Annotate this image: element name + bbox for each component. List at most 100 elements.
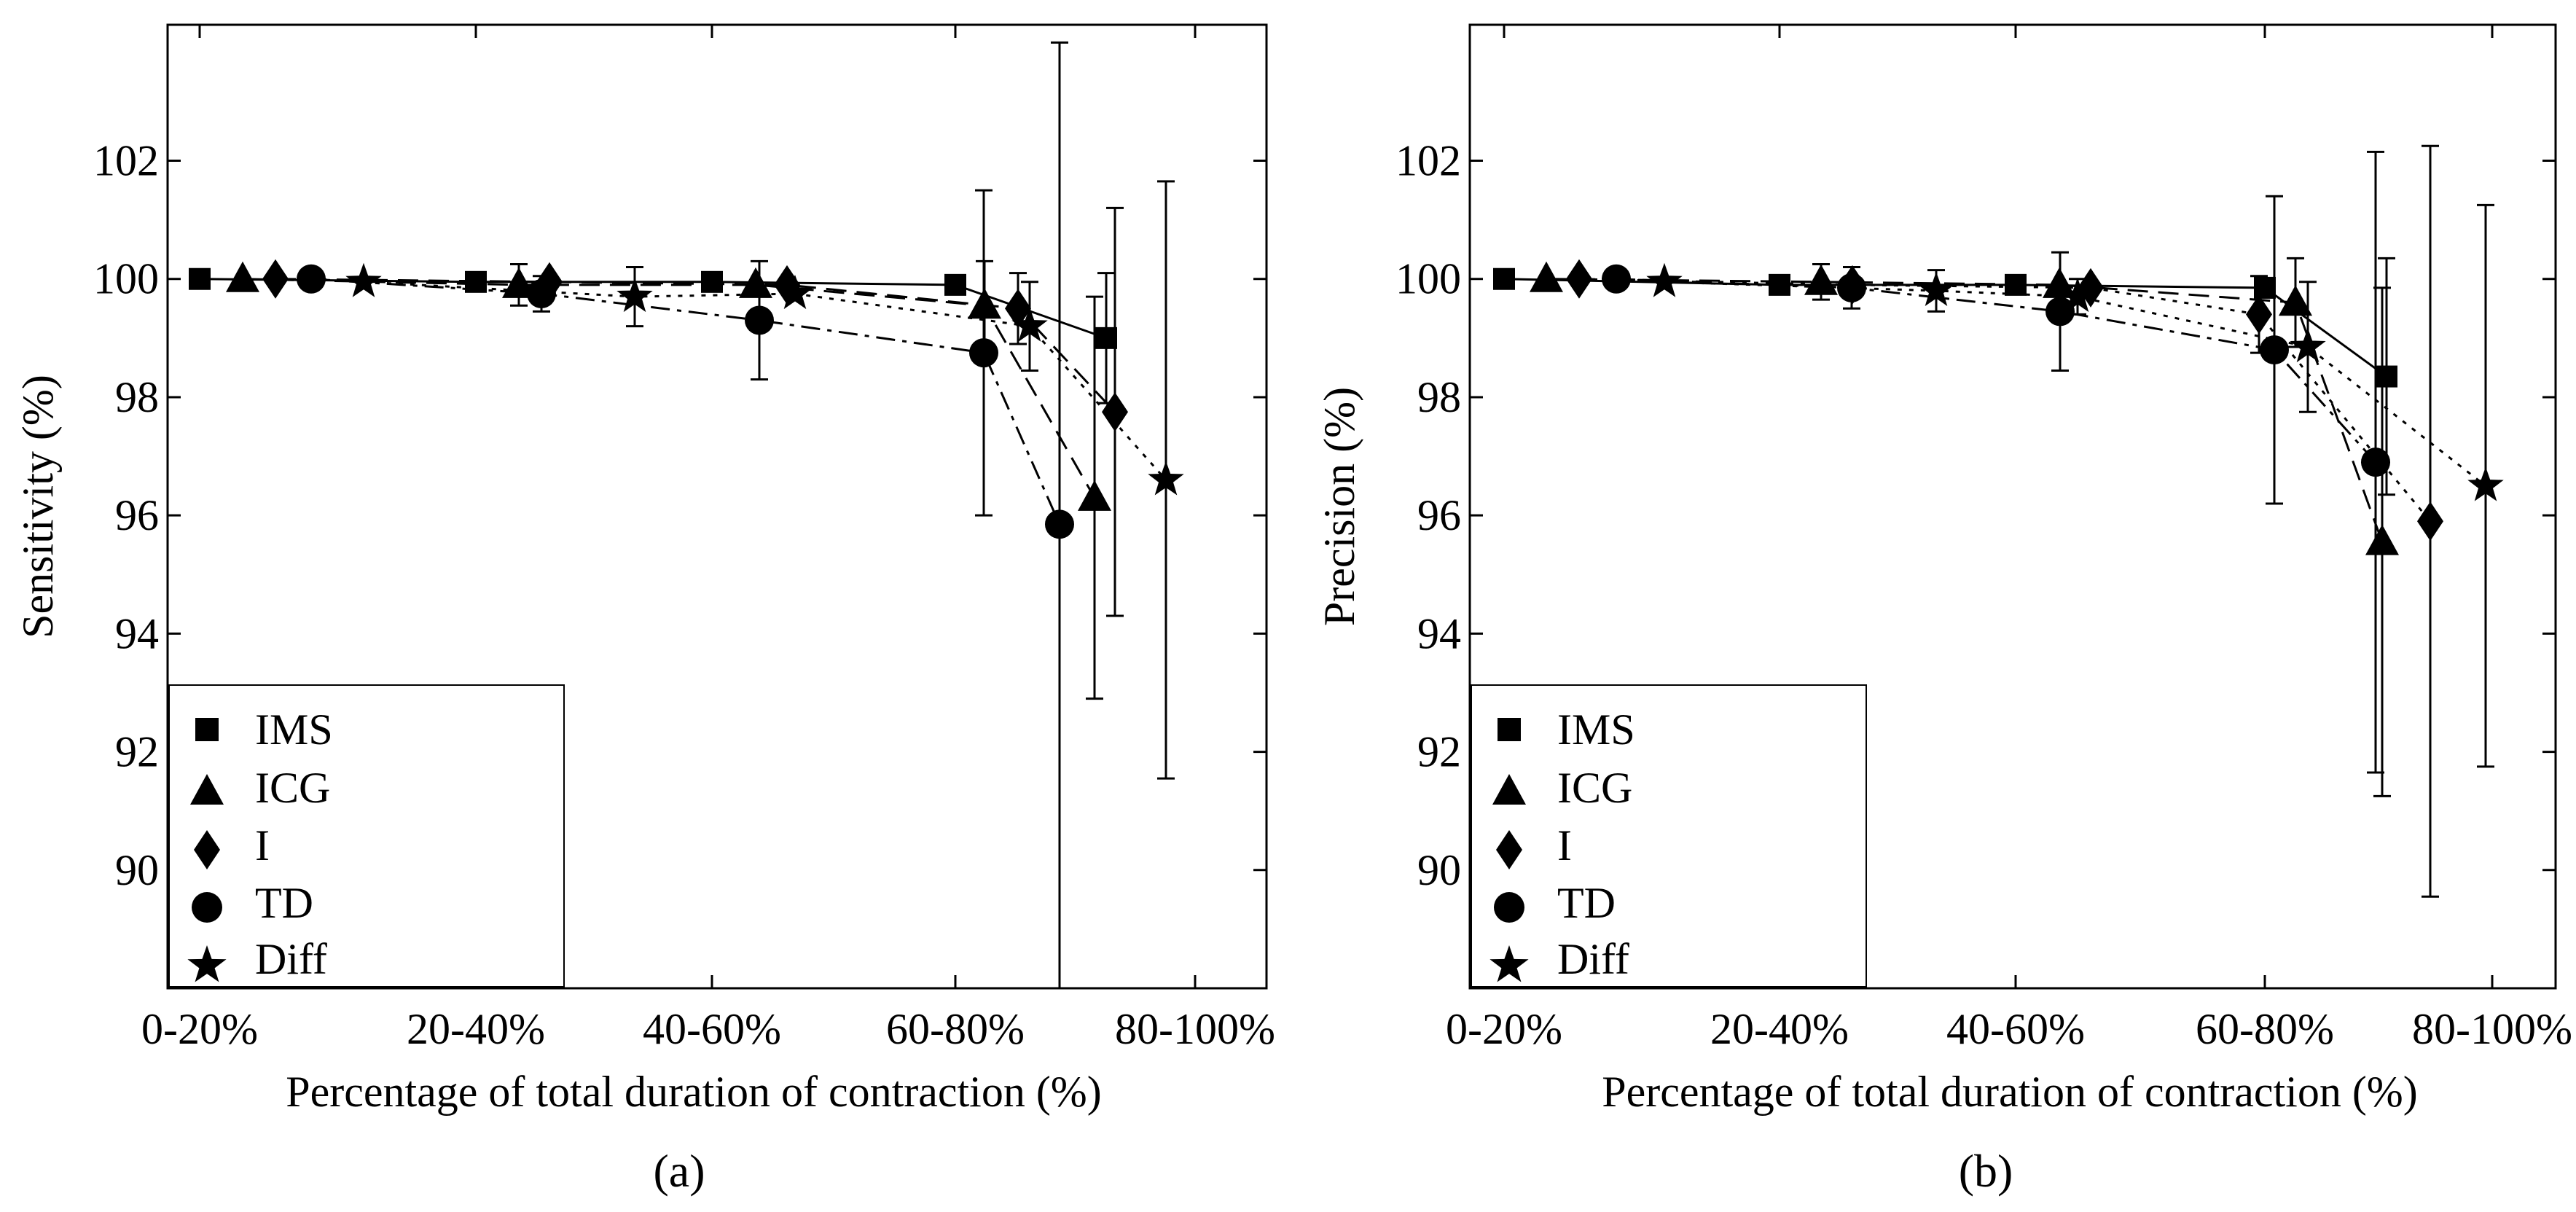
data-point [1602,264,1631,294]
x-axis-label: Percentage of total duration of contract… [286,1068,1102,1116]
legend-label: Diff [255,935,327,983]
data-point [1102,392,1128,432]
legend-item-diff: Diff [1489,935,1629,983]
data-point [262,259,289,299]
y-tick-label: 102 [1395,137,1461,185]
diamond-marker-icon [194,830,220,869]
legend-label: Diff [1557,935,1629,983]
data-point [1493,267,1515,290]
series-ims [189,267,1117,404]
y-tick-label: 98 [115,373,159,421]
square-marker-icon [195,718,219,741]
y-axis-ticks: 90 92 94 96 98 102 100 [93,137,1267,894]
x-tick-label: 40-60% [643,1005,781,1053]
data-point [1045,509,1074,539]
y-tick-label: 90 [115,846,159,894]
y-tick-label: 98 [1417,373,1461,421]
series-td [297,41,1074,990]
plot-frame [1468,23,2557,990]
series-icg [226,259,1111,700]
legend-item-diff: Diff [187,935,327,983]
y-axis-label: Precision (%) [1315,387,1363,626]
x-tick-label: 60-80% [886,1005,1025,1053]
data-point [2290,328,2326,363]
legend-item-i: I [194,821,270,869]
data-point [2059,278,2096,313]
data-point [701,270,723,293]
series-line [1546,278,2384,543]
y-tick-label: 100 [93,255,159,303]
star-marker-icon [187,945,227,982]
x-axis-ticks: 0-20% 20-40% 40-60% 60-80% 80-100% [141,25,1275,1053]
data-point [2365,524,2399,555]
series-line [310,278,1061,525]
x-tick-label: 0-20% [1446,1005,1562,1053]
data-point [1011,307,1048,342]
series-layer [189,41,1184,990]
legend-item-icg: ICG [190,764,330,812]
y-tick-label: 96 [1417,491,1461,539]
legend-box [168,684,565,988]
data-point [1095,327,1117,349]
series-diff [345,180,1184,780]
diamond-marker-icon [1496,830,1522,869]
series-line [1664,281,2486,487]
y-tick-label: 90 [1417,846,1461,894]
series-ims [1493,257,2397,496]
legend-box [1471,684,1867,988]
data-point [777,275,813,310]
series-i [262,206,1128,617]
legend-item-icg: ICG [1492,764,1632,812]
data-point [2246,294,2272,335]
data-point [2361,447,2390,477]
data-point [2045,297,2075,327]
data-point [745,305,774,335]
y-tick-label: 100 [1395,255,1461,303]
y-tick-label: 96 [115,491,159,539]
x-tick-label: 0-20% [141,1005,258,1053]
x-axis-ticks: 0-20% 20-40% 40-60% 60-80% 80-100% [1446,25,2572,1053]
data-point [1078,480,1111,511]
circle-marker-icon [1494,892,1524,923]
legend-item-td: TD [192,879,313,927]
data-point [2417,501,2443,542]
x-tick-label: 20-40% [1710,1005,1849,1053]
data-point [739,267,772,298]
data-point [969,338,998,368]
legend-label: ICG [1557,764,1632,812]
data-point [189,267,211,290]
data-point [345,262,382,297]
panel-b: 90 92 94 96 98 102 100 0-20% 20-40% 40-60% 60-80%… [1315,23,2572,1197]
panel-caption: (b) [1959,1145,2013,1197]
data-point [616,278,653,313]
legend: IMS ICG I TD Diff [168,684,565,988]
series-diff [1646,203,2504,768]
x-tick-label: 80-100% [2412,1005,2572,1053]
star-marker-icon [1489,945,1529,982]
data-point [1148,461,1184,496]
y-tick-label: 92 [1417,728,1461,776]
legend-label: ICG [255,764,330,812]
series-td [1602,150,2390,774]
data-point [2467,466,2504,501]
data-point [2376,365,2397,388]
legend-label: IMS [255,705,333,754]
y-tick-label: 102 [93,137,159,185]
data-point [1804,264,1838,295]
data-point [944,273,966,296]
legend-item-ims: IMS [1498,705,1635,754]
legend-label: I [255,821,270,869]
legend-item-ims: IMS [195,705,333,754]
panel-caption: (a) [653,1145,705,1197]
series-line [199,278,1107,340]
series-line [242,278,1096,499]
x-tick-label: 20-40% [407,1005,545,1053]
data-point [2260,335,2289,365]
legend-item-td: TD [1494,879,1616,927]
data-point [226,261,259,292]
circle-marker-icon [192,892,222,923]
data-point [2254,276,2276,299]
y-axis-label: Sensitivity (%) [14,375,62,638]
legend-label: TD [1557,879,1616,927]
square-marker-icon [1498,718,1521,741]
